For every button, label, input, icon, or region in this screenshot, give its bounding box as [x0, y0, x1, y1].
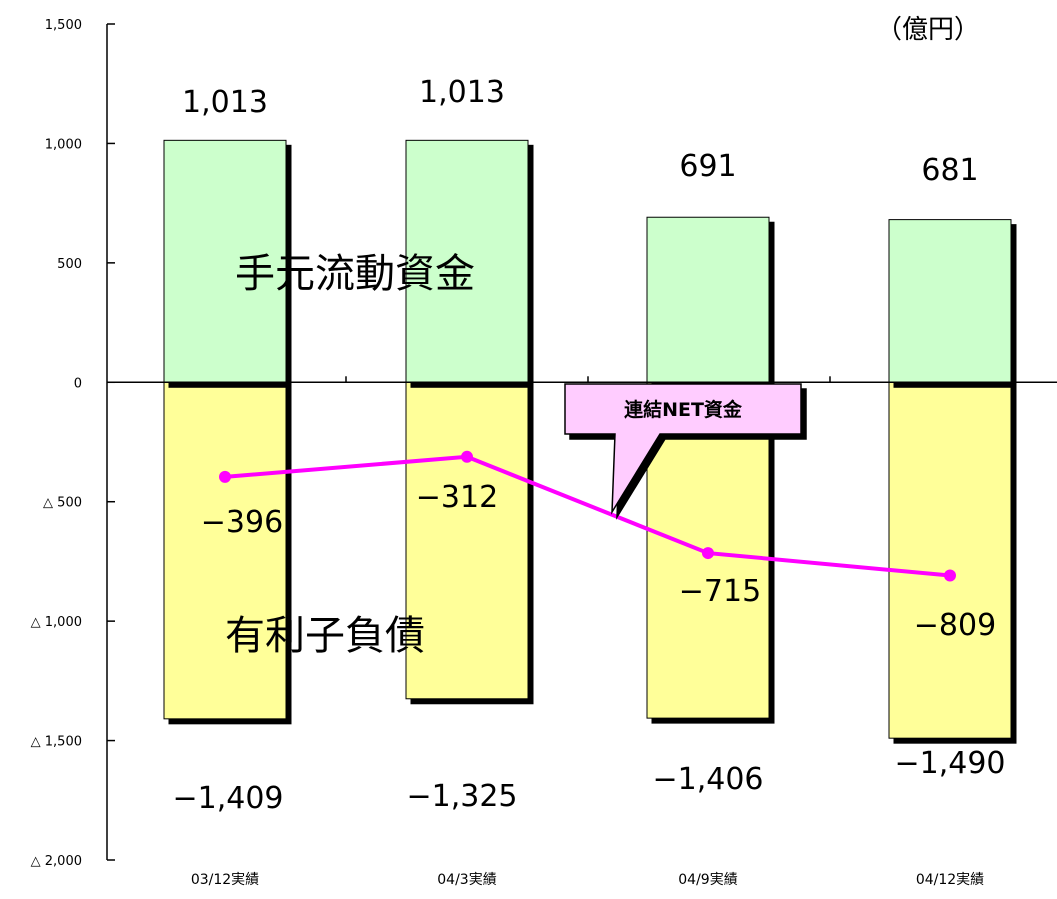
- y-tick-label-7: △ 2,000: [31, 854, 82, 869]
- net-funds-point-3: [944, 569, 956, 582]
- callout: 連結NET資金: [564, 383, 802, 515]
- y-tick-label-4: △ 500: [43, 496, 82, 511]
- net-funds-point-0: [219, 470, 231, 483]
- data-label-net-2: −715: [679, 574, 761, 609]
- bar-debt-3: [888, 381, 1012, 739]
- bar-cash-3: [888, 219, 1012, 383]
- bar-cash-1: [405, 139, 529, 383]
- data-label-cash-1: 1,013: [419, 75, 505, 110]
- data-label-net-3: −809: [914, 608, 996, 643]
- data-label-debt-0: −1,409: [172, 781, 283, 816]
- x-tick-label-3: 04/12実績: [916, 872, 984, 888]
- x-tick-label-2: 04/9実績: [678, 872, 737, 888]
- unit-label: （億円）: [876, 15, 980, 45]
- series-label-debt: 有利子負債: [225, 613, 425, 659]
- bar-debt-0: [163, 381, 287, 720]
- callout-label: 連結NET資金: [624, 398, 743, 421]
- net-funds-point-2: [702, 547, 714, 560]
- data-label-net-1: −312: [416, 480, 498, 515]
- callout-shape: [564, 383, 802, 515]
- x-tick-label-1: 04/3実績: [437, 872, 496, 888]
- data-label-cash-2: 691: [679, 149, 736, 184]
- y-tick-label-3: 0: [74, 376, 82, 391]
- y-tick-label-5: △ 1,000: [31, 615, 82, 630]
- bar-cash-0: [163, 139, 287, 383]
- x-tick-label-0: 03/12実績: [191, 872, 259, 888]
- y-tick-label-0: 1,500: [45, 18, 82, 33]
- data-label-debt-3: −1,490: [894, 746, 1005, 781]
- net-funds-point-1: [461, 450, 473, 463]
- data-label-net-0: −396: [201, 505, 283, 540]
- net-funds-line: [224, 454, 951, 578]
- data-label-debt-1: −1,325: [406, 779, 517, 814]
- y-tick-label-1: 1,000: [45, 137, 82, 152]
- bar-cash-2: [646, 216, 770, 383]
- line-layer: [219, 450, 956, 582]
- bars-layer: [163, 139, 1012, 739]
- data-label-cash-0: 1,013: [182, 85, 268, 120]
- axes-layer: 1,500 1,000 500 0 △ 500 △ 1,000 △ 1,500 △ 2,000…: [31, 18, 1057, 888]
- y-tick-label-2: 500: [57, 257, 82, 272]
- labels-layer: 1,013 1,013 691 681 −1,409 −1,325 −1,406 −1,490…: [172, 75, 1005, 816]
- series-label-cash: 手元流動資金: [235, 251, 475, 297]
- data-label-cash-3: 681: [921, 153, 978, 188]
- data-label-debt-2: −1,406: [652, 762, 763, 797]
- y-tick-label-6: △ 1,500: [31, 735, 82, 750]
